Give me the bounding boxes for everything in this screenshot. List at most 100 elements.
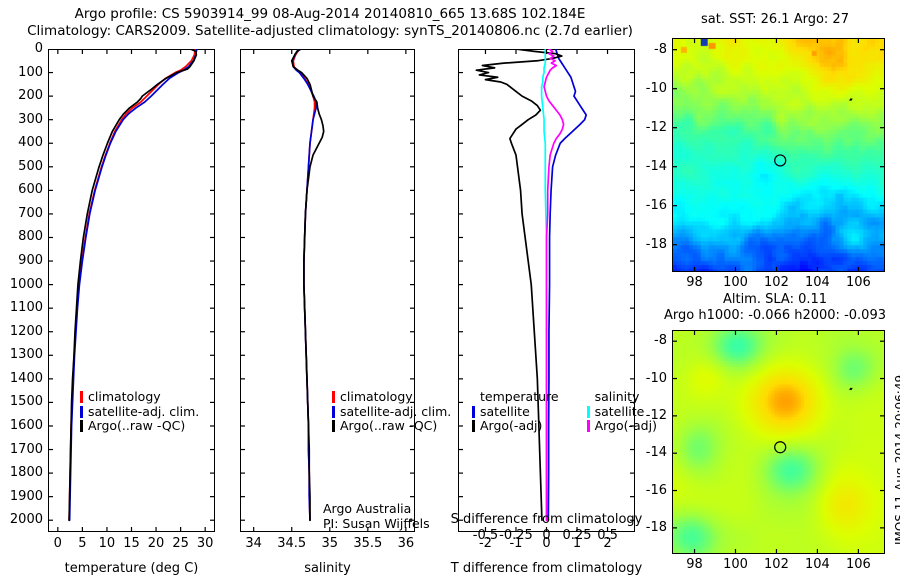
latitude-tick-label: -10	[645, 80, 667, 96]
axis-tick-label: 104	[804, 557, 830, 572]
credit-line: Argo Australia	[323, 501, 412, 516]
axis-tick-label: 36	[397, 536, 415, 551]
profile-line	[68, 49, 197, 522]
axis-tick-label: -2	[478, 536, 492, 551]
depth-tick-label: 800	[18, 229, 43, 245]
depth-tick-label: 1000	[9, 276, 43, 292]
axis-tick-label: 0.25	[562, 528, 592, 543]
legend-color-swatch	[80, 391, 83, 404]
latitude-tick-label: -18	[645, 236, 667, 252]
axis-tick-label: 30	[196, 536, 214, 551]
depth-tick-label: 1400	[9, 370, 43, 386]
sla-map-field	[673, 331, 884, 553]
temperature-profile-plot	[48, 49, 215, 532]
depth-tick-label: 400	[18, 135, 43, 151]
legend-item: satellite-adj. clim.	[332, 404, 451, 420]
latitude-tick-label: -16	[645, 482, 667, 498]
axis-tick-label: 35.5	[353, 536, 383, 551]
profile-line	[68, 49, 198, 522]
axis-tick-label: 0	[542, 528, 551, 543]
axis-tick-label: 20	[147, 536, 165, 551]
legend-label: Argo(-adj)	[594, 418, 657, 433]
axis-tick-label: 0.5	[597, 528, 618, 543]
latitude-tick-label: -14	[645, 445, 667, 461]
sst-map-field	[673, 39, 884, 271]
axis-tick-label: 5	[78, 536, 87, 551]
axis-tick-label: 1	[572, 536, 582, 551]
depth-tick-label: 100	[18, 64, 43, 80]
difference-salinity-axis-label: S difference from climatology	[450, 512, 643, 527]
profile-line	[543, 49, 565, 522]
temperature-axis-label: temperature (deg C)	[64, 561, 199, 576]
legend-label: climatology	[340, 389, 413, 404]
legend-color-swatch	[586, 405, 590, 418]
depth-tick-label: 900	[18, 253, 43, 269]
legend-color-swatch	[332, 391, 335, 404]
axis-tick-label: 34	[245, 536, 262, 551]
temperature-panel	[48, 49, 215, 532]
depth-tick-label: 1800	[9, 465, 43, 481]
legend-item: Argo(-adj)	[586, 418, 657, 434]
legend-label: satellite	[594, 403, 645, 419]
axis-tick-label: 102	[764, 275, 789, 290]
axis-tick-label: 106	[845, 557, 871, 572]
axis-tick-label: 106	[845, 275, 871, 290]
depth-tick-label: 500	[18, 158, 43, 174]
legend-color-swatch	[472, 420, 475, 433]
axis-tick-label: 102	[764, 557, 789, 572]
axis-tick-label: 34.5	[277, 536, 307, 551]
depth-tick-label: 0	[34, 41, 43, 56]
depth-tick-label: 2000	[9, 512, 43, 528]
difference-legend: temperature satellite Argo(-adj) salinity sa…	[472, 389, 657, 434]
legend-color-swatch	[80, 405, 83, 418]
axis-tick-label: 35	[321, 536, 339, 551]
sst-map	[672, 38, 885, 272]
axis-tick-label: -1	[509, 536, 523, 551]
salinity-credit-note: Argo Australia PI: Susan Wijffels	[323, 501, 430, 531]
axis-tick-label: 2	[603, 536, 612, 551]
difference-temperature-axis-label: T difference from climatology	[450, 561, 643, 576]
latitude-tick-label: -8	[654, 41, 667, 57]
axis-tick-label: 10	[98, 536, 116, 551]
depth-tick-label: 1100	[9, 300, 43, 316]
legend-label: Argo(..raw -QC)	[88, 418, 186, 433]
legend-color-swatch	[332, 420, 335, 433]
axis-tick-label: 100	[723, 275, 748, 290]
latitude-tick-label: -12	[645, 407, 667, 423]
sla-map-title-line-2: Argo h1000: -0.066 h2000: -0.093	[664, 308, 886, 323]
axis-tick-label: 15	[123, 536, 140, 551]
latitude-tick-label: -16	[645, 197, 667, 213]
axis-tick-label: 98	[686, 275, 703, 290]
sla-map	[672, 330, 885, 554]
profile-line	[290, 49, 325, 522]
depth-tick-label: 1200	[9, 323, 43, 339]
legend-label: satellite-adj. clim.	[88, 403, 200, 419]
depth-tick-label: 700	[18, 205, 43, 221]
salinity-axis-label: salinity	[304, 561, 351, 576]
imos-timestamp: IMOS 11-Aug-2014 20:06:49	[893, 374, 900, 545]
profile-line	[68, 49, 198, 522]
legend-column: temperature satellite Argo(-adj)	[472, 389, 559, 434]
legend-label: Argo(..raw -QC)	[340, 418, 438, 433]
latitude-tick-label: -18	[645, 519, 667, 535]
salinity-profile-plot	[240, 49, 415, 532]
legend-column: salinity satellite Argo(-adj)	[586, 389, 657, 434]
profile-line	[547, 49, 588, 522]
legend-item: satellite	[472, 403, 559, 420]
legend-color-swatch	[80, 420, 83, 433]
depth-tick-label: 1500	[9, 394, 43, 410]
depth-tick-label: 200	[18, 88, 43, 104]
sla-map-title: Altim. SLA: 0.11 Argo h1000: -0.066 h200…	[655, 292, 895, 324]
depth-tick-label: 1900	[9, 488, 43, 504]
sst-map-title: sat. SST: 26.1 Argo: 27	[701, 12, 849, 27]
depth-tick-label: 1700	[9, 441, 43, 457]
latitude-tick-label: -8	[654, 333, 667, 349]
latitude-tick-label: -10	[645, 370, 667, 386]
legend-item: climatology	[332, 389, 451, 405]
legend-label: satellite	[480, 403, 530, 419]
legend-item: satellite-adj. clim.	[80, 403, 200, 420]
legend-item: Argo(..raw -QC)	[80, 418, 199, 434]
axis-tick-label: 100	[723, 557, 748, 572]
legend-item: Argo(..raw -QC)	[332, 418, 451, 434]
